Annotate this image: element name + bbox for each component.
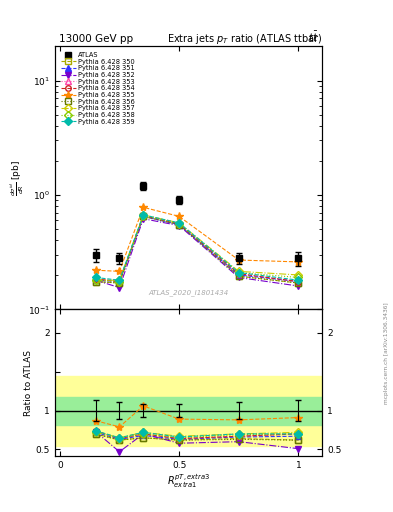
Pythia 6.428 352 [177, 223, 182, 229]
Y-axis label: Ratio to ATLAS: Ratio to ATLAS [24, 350, 33, 416]
Pythia 6.428 359 [93, 274, 98, 281]
Pythia 6.428 358 [141, 212, 146, 219]
Pythia 6.428 355 [296, 259, 301, 265]
Bar [55, 375, 322, 445]
Pythia 6.428 352 [237, 274, 241, 281]
Pythia 6.428 353 [177, 221, 182, 227]
Pythia 6.428 350 [117, 280, 122, 286]
Pythia 6.428 351 [177, 222, 182, 228]
Pythia 6.428 359 [117, 277, 122, 283]
Pythia 6.428 351 [237, 272, 241, 278]
Pythia 6.428 357 [237, 268, 241, 274]
Pythia 6.428 358 [296, 274, 301, 281]
Line: Pythia 6.428 353: Pythia 6.428 353 [93, 213, 301, 284]
Pythia 6.428 353 [237, 271, 241, 277]
Pythia 6.428 357 [141, 212, 146, 218]
Pythia 6.428 356 [296, 280, 301, 286]
Pythia 6.428 354 [117, 279, 122, 285]
Pythia 6.428 356 [237, 273, 241, 279]
Pythia 6.428 357 [296, 272, 301, 278]
Pythia 6.428 359 [177, 220, 182, 226]
Text: Extra jets $p_T$ ratio (ATLAS ttbar): Extra jets $p_T$ ratio (ATLAS ttbar) [167, 32, 322, 46]
Pythia 6.428 358 [93, 277, 98, 283]
Pythia 6.428 353 [93, 276, 98, 282]
Pythia 6.428 353 [141, 212, 146, 219]
Pythia 6.428 356 [93, 279, 98, 285]
Pythia 6.428 351 [117, 279, 122, 285]
Pythia 6.428 352 [296, 283, 301, 289]
Pythia 6.428 355 [237, 257, 241, 263]
Pythia 6.428 357 [93, 277, 98, 283]
Pythia 6.428 359 [296, 277, 301, 283]
Y-axis label: $\frac{d\sigma^{id}}{dR}$ [pb]: $\frac{d\sigma^{id}}{dR}$ [pb] [9, 160, 26, 196]
Line: Pythia 6.428 352: Pythia 6.428 352 [93, 216, 301, 290]
Line: Pythia 6.428 358: Pythia 6.428 358 [93, 213, 301, 284]
Pythia 6.428 354 [296, 279, 301, 285]
Line: Pythia 6.428 357: Pythia 6.428 357 [93, 212, 301, 283]
Text: $t\bar{t}$: $t\bar{t}$ [308, 29, 318, 44]
Pythia 6.428 356 [177, 222, 182, 228]
Text: mcplots.cern.ch [arXiv:1306.3436]: mcplots.cern.ch [arXiv:1306.3436] [384, 303, 389, 404]
Pythia 6.428 350 [177, 222, 182, 228]
Line: Pythia 6.428 354: Pythia 6.428 354 [93, 213, 301, 284]
Pythia 6.428 350 [237, 273, 241, 279]
Pythia 6.428 354 [93, 276, 98, 282]
Pythia 6.428 358 [177, 221, 182, 227]
X-axis label: $R^{pT,extra3}_{extra1}$: $R^{pT,extra3}_{extra1}$ [167, 472, 210, 490]
Line: Pythia 6.428 359: Pythia 6.428 359 [93, 212, 301, 283]
Pythia 6.428 355 [177, 214, 182, 220]
Pythia 6.428 350 [296, 280, 301, 286]
Pythia 6.428 359 [141, 212, 146, 218]
Pythia 6.428 353 [296, 279, 301, 285]
Pythia 6.428 355 [141, 204, 146, 210]
Pythia 6.428 351 [93, 277, 98, 283]
Pythia 6.428 352 [141, 216, 146, 222]
Pythia 6.428 358 [237, 269, 241, 275]
Pythia 6.428 354 [141, 212, 146, 219]
Pythia 6.428 356 [117, 280, 122, 286]
Pythia 6.428 352 [117, 285, 122, 291]
Pythia 6.428 353 [117, 279, 122, 285]
Line: Pythia 6.428 356: Pythia 6.428 356 [93, 214, 301, 286]
Pythia 6.428 351 [296, 279, 301, 285]
Pythia 6.428 354 [237, 271, 241, 277]
Pythia 6.428 355 [117, 268, 122, 274]
Pythia 6.428 357 [177, 220, 182, 226]
Pythia 6.428 352 [93, 277, 98, 283]
Legend: ATLAS, Pythia 6.428 350, Pythia 6.428 351, Pythia 6.428 352, Pythia 6.428 353, P: ATLAS, Pythia 6.428 350, Pythia 6.428 35… [61, 52, 135, 125]
Pythia 6.428 357 [117, 277, 122, 283]
Pythia 6.428 356 [141, 214, 146, 220]
Bar [55, 396, 322, 424]
Pythia 6.428 351 [141, 214, 146, 220]
Text: ATLAS_2020_I1801434: ATLAS_2020_I1801434 [149, 289, 229, 296]
Line: Pythia 6.428 351: Pythia 6.428 351 [93, 214, 301, 284]
Text: 13000 GeV pp: 13000 GeV pp [59, 33, 133, 44]
Pythia 6.428 350 [93, 279, 98, 285]
Pythia 6.428 350 [141, 214, 146, 220]
Pythia 6.428 358 [117, 279, 122, 285]
Line: Pythia 6.428 350: Pythia 6.428 350 [93, 214, 301, 286]
Pythia 6.428 354 [177, 221, 182, 227]
Pythia 6.428 355 [93, 267, 98, 273]
Line: Pythia 6.428 355: Pythia 6.428 355 [92, 203, 303, 275]
Pythia 6.428 359 [237, 269, 241, 275]
